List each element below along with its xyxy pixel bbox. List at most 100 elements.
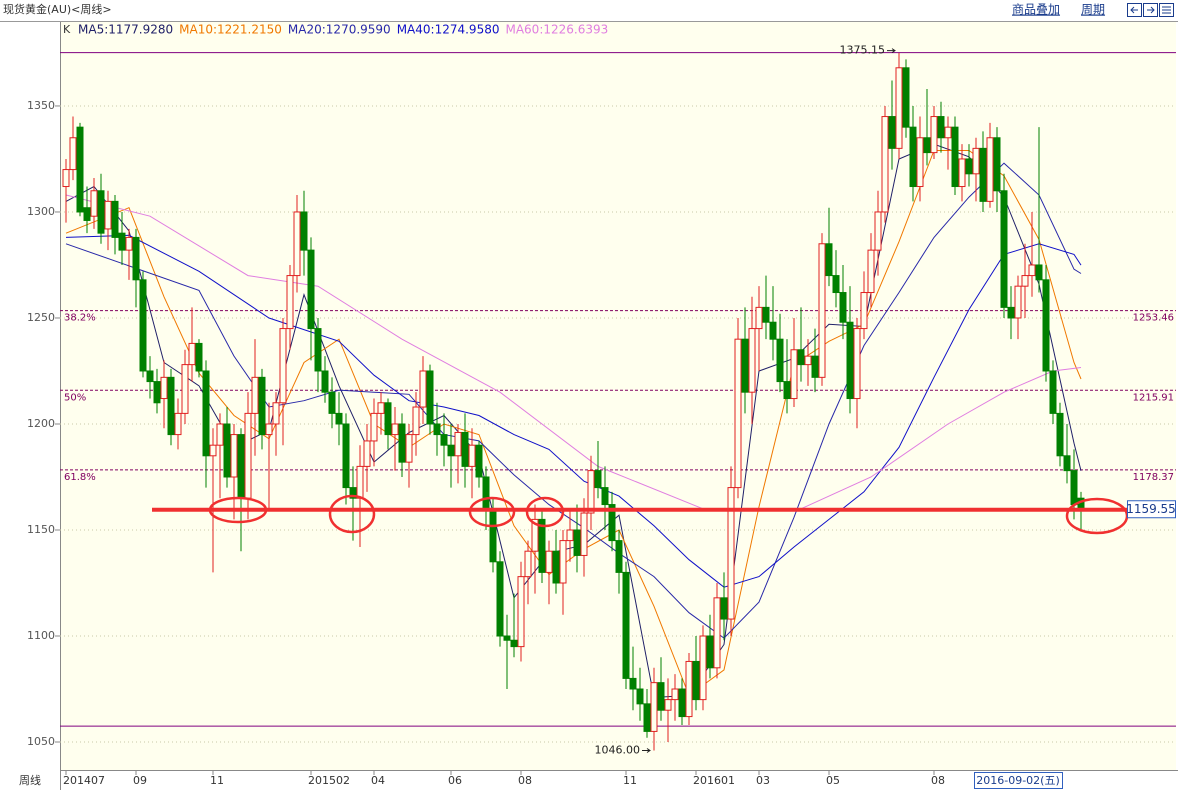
candle-body bbox=[251, 376, 259, 414]
candle-body bbox=[188, 342, 196, 366]
candle-body bbox=[461, 431, 469, 467]
candle-body bbox=[902, 67, 910, 128]
candle-body bbox=[426, 370, 434, 425]
candle-body bbox=[671, 688, 679, 701]
candle-body bbox=[279, 328, 287, 404]
candle-body bbox=[664, 699, 672, 711]
candle-body bbox=[300, 211, 308, 251]
period-button[interactable]: 周期 bbox=[1081, 3, 1105, 17]
candle-body bbox=[741, 338, 749, 393]
x-tick-label: 09 bbox=[133, 774, 147, 787]
candle-body bbox=[1035, 264, 1043, 281]
candle-body bbox=[643, 703, 651, 732]
candle-body bbox=[510, 639, 518, 648]
candle-body bbox=[538, 518, 546, 573]
candle-body bbox=[636, 688, 644, 705]
candle-body bbox=[447, 444, 455, 457]
candle-body bbox=[1007, 306, 1015, 319]
candle-body bbox=[363, 440, 371, 467]
candle-body bbox=[314, 328, 322, 372]
candle-body bbox=[132, 236, 140, 281]
candle-body bbox=[475, 444, 483, 478]
candle-body bbox=[804, 355, 812, 366]
candle-body bbox=[139, 279, 147, 372]
candle-body bbox=[650, 682, 658, 732]
candle-body bbox=[720, 597, 728, 620]
candle-body bbox=[916, 137, 924, 188]
candle-body bbox=[622, 571, 630, 679]
candle-body bbox=[930, 116, 938, 154]
candle-body bbox=[104, 200, 112, 230]
candle-body bbox=[601, 487, 609, 506]
candle-body bbox=[608, 504, 616, 542]
candle-body bbox=[825, 243, 833, 277]
candle-body bbox=[748, 328, 756, 393]
candle-body bbox=[762, 306, 770, 323]
candle-body bbox=[377, 402, 385, 414]
fib-value: 1253.46 bbox=[1133, 313, 1174, 324]
fib-ratio: 50% bbox=[64, 392, 86, 403]
candle-body bbox=[965, 158, 973, 175]
x-tick-label: 11 bbox=[210, 774, 224, 787]
fib-ratio: 38.2% bbox=[64, 313, 96, 324]
candle-body bbox=[503, 635, 511, 641]
fib-value: 1215.91 bbox=[1133, 392, 1174, 403]
candle-body bbox=[1070, 470, 1078, 506]
candle-body bbox=[993, 137, 1001, 192]
candle-body bbox=[839, 292, 847, 323]
candle-body bbox=[545, 550, 553, 573]
candle-body bbox=[832, 275, 840, 294]
y-tick-label: 1250 bbox=[27, 311, 55, 324]
candle-body bbox=[97, 190, 105, 234]
x-tick-label: 201502 bbox=[308, 774, 350, 787]
candle-body bbox=[237, 434, 245, 499]
candle-body bbox=[727, 487, 735, 620]
max-label: 1375.15 bbox=[840, 44, 886, 57]
overlay-button[interactable]: 商品叠加 bbox=[1012, 2, 1060, 17]
cursor-date: 2016-09-02(五) bbox=[976, 774, 1060, 787]
candle-body bbox=[979, 147, 987, 202]
icon bbox=[1147, 6, 1155, 14]
candle-body bbox=[356, 465, 364, 499]
candle-body bbox=[531, 518, 539, 552]
ma-line bbox=[65, 194, 1082, 510]
candle-body bbox=[174, 412, 182, 436]
y-tick-label: 1350 bbox=[27, 99, 55, 112]
candle-body bbox=[419, 370, 427, 408]
candle-body bbox=[223, 423, 231, 478]
candle-body bbox=[384, 402, 392, 436]
candle-body bbox=[895, 67, 903, 149]
candle-body bbox=[986, 137, 994, 202]
y-tick-label: 1100 bbox=[27, 629, 55, 642]
candle-body bbox=[1063, 455, 1071, 472]
candle-body bbox=[230, 434, 238, 478]
candle-body bbox=[1049, 370, 1057, 414]
x-tick-label: 08 bbox=[518, 774, 532, 787]
max-arrow bbox=[887, 48, 896, 54]
candle-body bbox=[853, 328, 861, 400]
candle-body bbox=[923, 137, 931, 154]
support-circle bbox=[468, 496, 516, 528]
min-label: 1046.00 bbox=[595, 743, 641, 756]
candle-body bbox=[146, 370, 154, 383]
candle-body bbox=[559, 540, 567, 584]
candle-body bbox=[405, 434, 413, 463]
candle-body bbox=[1014, 285, 1022, 319]
y-tick-label: 1050 bbox=[27, 735, 55, 748]
x-tick-label: 05 bbox=[826, 774, 840, 787]
candle-body bbox=[202, 370, 210, 457]
candle-body bbox=[83, 207, 91, 221]
candle-body bbox=[307, 249, 315, 330]
candle-body bbox=[517, 576, 525, 648]
x-tick-label: 08 bbox=[931, 774, 945, 787]
x-tick-label: 201601 bbox=[693, 774, 735, 787]
candle-body bbox=[76, 126, 84, 213]
candle-body bbox=[167, 376, 175, 436]
ma-line bbox=[65, 234, 1082, 588]
candle-body bbox=[153, 381, 161, 404]
x-tick-label: 04 bbox=[371, 774, 385, 787]
legend-entry: MA20:1270.9590 bbox=[288, 23, 391, 37]
support-circle bbox=[525, 496, 565, 528]
fib-ratio: 61.8% bbox=[64, 472, 96, 483]
